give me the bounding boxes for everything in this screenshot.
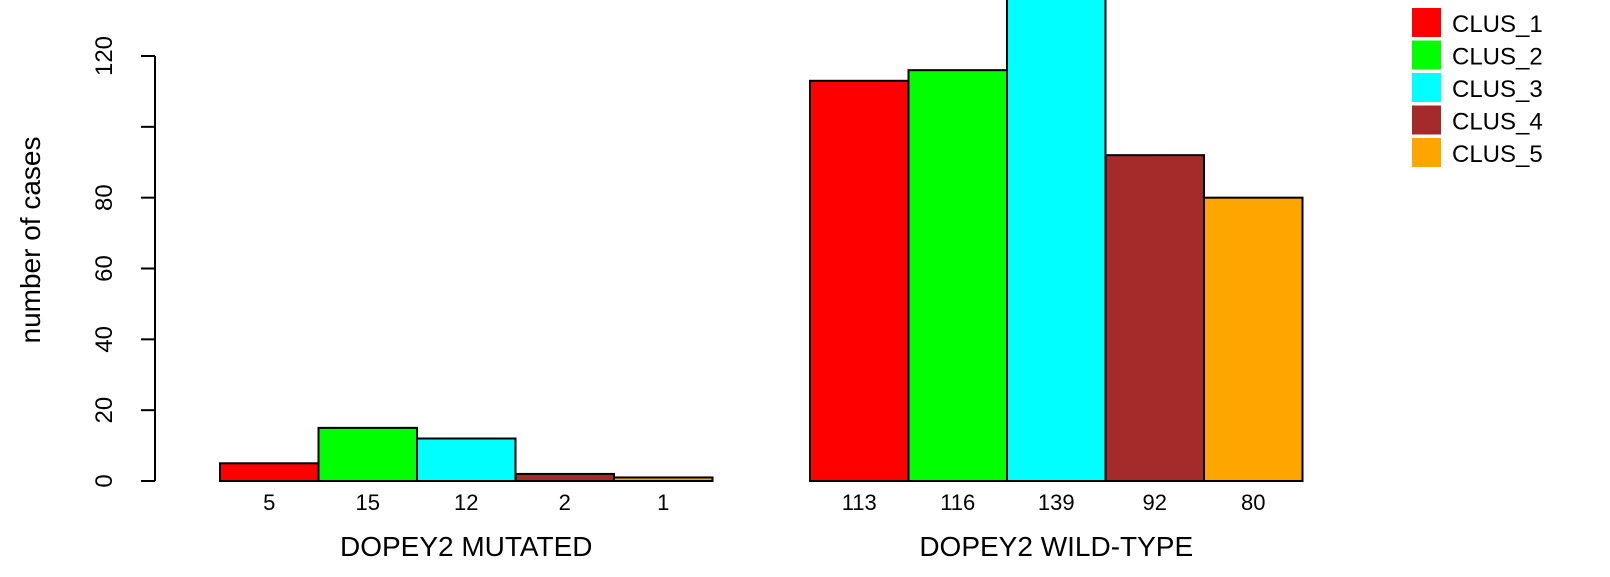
bar-value-label: 139 (1038, 490, 1075, 515)
bar-value-label: 80 (1241, 490, 1265, 515)
bar-value-label: 1 (657, 490, 669, 515)
y-tick-label: 120 (91, 36, 118, 76)
bar-value-label: 5 (263, 490, 275, 515)
group-labels: DOPEY2 MUTATED DOPEY2 WILD-TYPE (340, 531, 1193, 562)
y-tick-label: 40 (91, 326, 118, 353)
group-label: DOPEY2 MUTATED (340, 531, 593, 562)
legend-label: CLUS_5 (1452, 141, 1543, 168)
legend-swatch (1412, 40, 1441, 70)
bar (416, 437, 517, 482)
legend-label: CLUS_4 (1452, 109, 1543, 136)
bar (1203, 196, 1304, 483)
bar (613, 476, 714, 483)
legend-swatch (1412, 73, 1441, 102)
bar (1104, 154, 1205, 483)
y-tick-label: 0 (91, 474, 118, 487)
legend-swatch (1412, 138, 1441, 167)
bar (1006, 0, 1107, 482)
y-tick-label: 80 (91, 184, 118, 211)
bar-value-label: 113 (842, 490, 877, 515)
bar-value-label: 116 (940, 490, 975, 515)
legend-swatch (1412, 105, 1441, 135)
y-tick-label: 60 (91, 255, 118, 282)
legend-label: CLUS_3 (1452, 76, 1543, 103)
bar-value-label: 92 (1143, 490, 1167, 515)
legend-label: CLUS_2 (1452, 44, 1543, 71)
bar (317, 426, 418, 482)
bar-value-label: 12 (454, 490, 478, 515)
legend-swatch (1412, 8, 1441, 37)
bars: 5 15 12 2 1 113 116 139 92 80 (219, 0, 1304, 515)
bar (907, 69, 1008, 483)
group-label: DOPEY2 WILD-TYPE (919, 531, 1193, 562)
legend-label: CLUS_1 (1452, 11, 1543, 38)
y-axis-label: number of cases (15, 137, 46, 344)
bar-value-label: 15 (356, 490, 380, 515)
y-tick-label: 20 (91, 397, 118, 424)
bar (514, 472, 615, 482)
y-axis: 0 20 40 60 80 120 (91, 36, 156, 488)
legend: CLUS_1 CLUS_2 CLUS_3 CLUS_4 CLUS_5 (1412, 8, 1543, 168)
bar (809, 79, 910, 483)
bar (219, 462, 320, 482)
bar-value-label: 2 (559, 490, 571, 515)
